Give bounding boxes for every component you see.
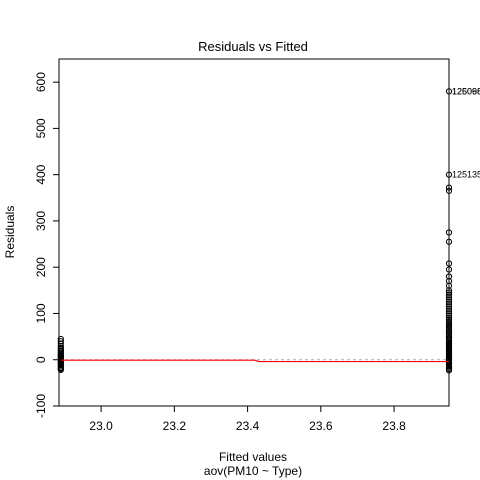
chart-title: Residuals vs Fitted	[198, 39, 308, 54]
residual-point	[445, 314, 453, 322]
residual-point	[445, 303, 453, 310]
residual-point	[445, 316, 453, 324]
residual-point	[445, 308, 453, 315]
residual-point	[445, 238, 453, 245]
y-axis: -100 0 100 200 300 400 500 600	[34, 72, 60, 418]
residual-point	[57, 344, 64, 351]
residual-point	[445, 296, 453, 303]
residual-point	[445, 294, 453, 301]
x-axis-label: Fitted values	[219, 450, 287, 464]
residual-point	[445, 282, 453, 289]
residual-point	[445, 289, 453, 296]
point-label: 125098	[452, 86, 480, 96]
residual-point	[445, 291, 453, 299]
residual-point	[57, 338, 64, 345]
residual-point	[445, 312, 453, 319]
x-tick-label: 23.4	[236, 419, 260, 433]
plot-frame	[58, 58, 450, 407]
residual-point	[445, 187, 453, 194]
y-tick-label: -100	[34, 394, 48, 418]
x-tick-label: 23.6	[309, 419, 333, 433]
residual-point	[445, 287, 453, 294]
residual-point	[445, 277, 453, 285]
residual-point	[445, 266, 453, 273]
residual-point	[445, 184, 453, 191]
smoother-line	[60, 359, 449, 363]
y-tick-label: 300	[34, 211, 48, 231]
y-tick-label: 200	[34, 257, 48, 277]
residual-point	[445, 310, 453, 317]
point-label: 125135	[452, 170, 480, 180]
residual-point	[445, 229, 453, 236]
residual-point	[445, 260, 453, 267]
residual-point	[57, 342, 64, 349]
x-axis: 23.0 23.2 23.4 23.6 23.8	[89, 405, 406, 433]
y-tick-label: 0	[34, 356, 48, 363]
y-tick-label: 400	[34, 164, 48, 184]
residual-points	[57, 88, 453, 374]
residual-point	[57, 340, 64, 347]
residual-point	[445, 305, 453, 312]
point-label: 126066	[452, 86, 480, 96]
x-tick-label: 23.0	[89, 419, 113, 433]
y-tick-label: 600	[34, 72, 48, 92]
residual-point	[445, 318, 453, 325]
y-axis-label: Residuals	[3, 206, 17, 259]
x-tick-label: 23.8	[382, 419, 406, 433]
residual-point	[445, 301, 453, 308]
residual-point	[445, 298, 453, 305]
x-axis-sublabel: aov(PM10 ~ Type)	[204, 464, 302, 478]
residual-point	[445, 171, 453, 178]
residual-point	[445, 273, 453, 280]
y-tick-label: 100	[34, 303, 48, 323]
residual-point	[57, 335, 64, 343]
y-tick-label: 500	[34, 118, 48, 138]
residual-point	[445, 88, 453, 95]
x-tick-label: 23.2	[163, 419, 187, 433]
